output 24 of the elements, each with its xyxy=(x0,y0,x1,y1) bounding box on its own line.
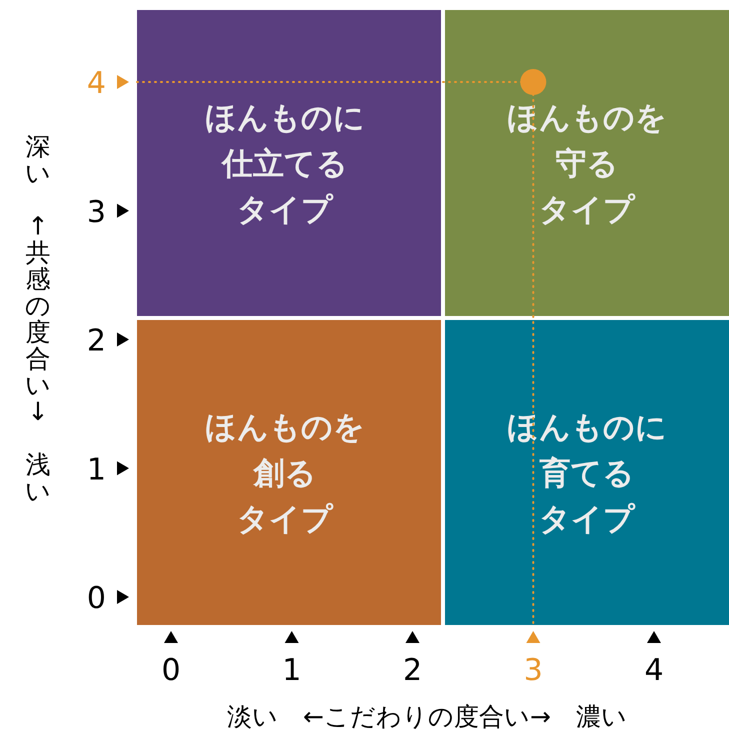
annotation: タイプ xyxy=(539,192,636,228)
x-axis-title: 淡い ←こだわりの度合い→ 濃い xyxy=(227,702,627,731)
text: 深い ↑共感の度合い↓ 浅い xyxy=(25,132,51,506)
annotation: ほんものを xyxy=(507,100,667,136)
y-tick-label: 3 xyxy=(86,194,106,230)
annotation: 守る xyxy=(556,146,618,182)
y-tick-label: 1 xyxy=(86,452,106,488)
x-tick-label: 4 xyxy=(644,653,664,688)
y-tick-label: 4 xyxy=(86,66,106,101)
annotation: 仕立てる xyxy=(220,146,348,182)
annotation: タイプ xyxy=(237,502,334,538)
y-tick-label: 0 xyxy=(86,581,106,616)
y-tick-label: 2 xyxy=(86,324,106,358)
x-tick-label: 3 xyxy=(524,653,543,688)
annotation: ほんものを xyxy=(205,410,365,446)
annotation: タイプ xyxy=(237,192,334,228)
x-tick-label: 2 xyxy=(402,653,422,688)
annotation: 育てる xyxy=(538,456,634,492)
annotation: ほんものに xyxy=(507,410,667,446)
annotation: ほんものに xyxy=(205,100,365,136)
x-tick-label: 0 xyxy=(161,653,181,688)
x-tick-label: 1 xyxy=(282,653,302,688)
annotation: タイプ xyxy=(539,502,636,538)
annotation: 創る xyxy=(252,456,316,492)
